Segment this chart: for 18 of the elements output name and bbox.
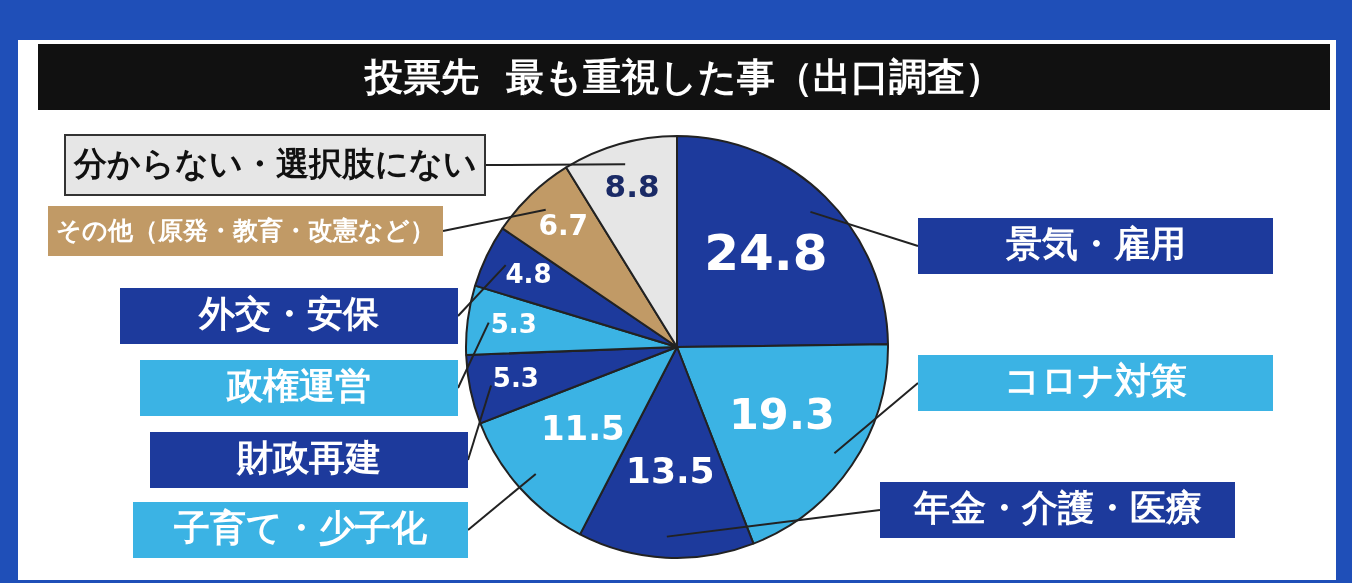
- slice-label: コロナ対策: [1004, 360, 1187, 402]
- data-label: 24.8: [704, 223, 828, 282]
- data-label: 11.5: [540, 408, 625, 449]
- data-label: 13.5: [625, 449, 715, 491]
- data-label: 19.3: [728, 389, 835, 439]
- data-label: 5.3: [490, 308, 537, 339]
- slice-label: その他（原発・教育・改憲など）: [56, 215, 435, 245]
- data-label: 5.3: [492, 363, 539, 394]
- data-label: 6.7: [538, 209, 589, 243]
- slice-label: 財政再建: [236, 437, 381, 479]
- slice-label: 景気・雇用: [1004, 223, 1186, 265]
- slice-label: 子育て・少子化: [174, 507, 428, 549]
- data-label: 4.8: [505, 258, 552, 289]
- slice-label: 年金・介護・医療: [912, 487, 1202, 529]
- legend-label: 外交・安保: [198, 293, 380, 335]
- data-label: 8.8: [604, 167, 660, 204]
- slice-label: 分からない・選択肢にない: [72, 143, 477, 183]
- slice-label: 政権運営: [226, 365, 371, 407]
